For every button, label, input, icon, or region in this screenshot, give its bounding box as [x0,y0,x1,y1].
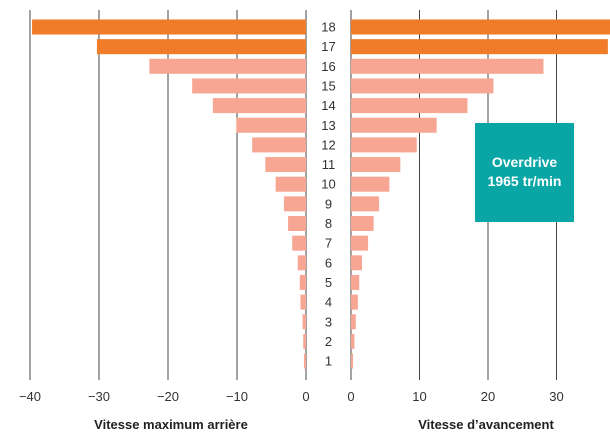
right-bar-gear-3 [351,314,356,330]
right-bar-gear-2 [351,333,355,349]
right-bar-gear-6 [351,255,362,271]
right-tick-label: 0 [347,389,354,404]
gear-label-18: 18 [321,20,335,35]
gear-label-10: 10 [321,177,335,192]
right-bar-gear-18 [351,19,610,35]
gear-label-2: 2 [325,334,332,349]
left-bar-gear-1 [303,353,306,369]
right-tick-label: 20 [481,389,495,404]
right-bar-gear-4 [351,294,358,310]
gear-label-13: 13 [321,118,335,133]
gear-label-6: 6 [325,255,332,270]
gear-label-14: 14 [321,98,335,113]
right-bar-gear-15 [351,78,494,94]
gear-label-1: 1 [325,354,332,369]
right-bar-gear-17 [351,39,608,55]
right-bar-gear-5 [351,274,360,290]
left-bar-gear-11 [265,157,306,173]
overdrive-line-1: Overdrive [492,154,558,170]
left-bar-gear-5 [299,274,306,290]
right-bar-gear-11 [351,157,401,173]
left-bar-gear-2 [303,333,306,349]
left-tick-label: 0 [302,389,309,404]
right-bar-gear-16 [351,58,544,74]
right-bar-gear-12 [351,137,417,153]
left-bar-gear-4 [300,294,306,310]
overdrive-line-2: 1965 tr/min [488,173,562,189]
gear-label-11: 11 [322,157,336,172]
right-bar-gear-13 [351,117,437,133]
left-bar-gear-18 [32,19,306,35]
gear-label-9: 9 [325,196,332,211]
left-bar-gear-3 [302,314,306,330]
bars [32,19,610,369]
right-axis-title: Vitesse d’avancement [418,417,554,432]
overdrive-box [475,123,574,222]
left-tick-label: −10 [226,389,248,404]
left-axis-title: Vitesse maximum arrière [94,417,248,432]
right-tick-label: 10 [412,389,426,404]
gear-label-3: 3 [325,314,332,329]
gear-label-4: 4 [325,295,332,310]
left-tick-label: −40 [19,389,41,404]
right-tick-label: 30 [549,389,563,404]
gear-label-7: 7 [325,236,332,251]
right-bar-gear-7 [351,235,369,251]
left-bar-gear-17 [96,39,307,55]
left-bar-gear-7 [292,235,306,251]
left-bar-gear-14 [212,98,306,114]
gear-label-5: 5 [325,275,332,290]
left-bar-gear-9 [283,196,306,212]
right-bar-gear-8 [351,216,374,231]
left-tick-label: −30 [88,389,110,404]
tick-labels: −40 −30 −20 −10 0 0 10 20 30 [19,389,564,404]
left-bar-gear-16 [149,58,306,74]
gear-label-12: 12 [321,137,335,152]
left-bar-gear-10 [275,176,306,192]
left-bar-gear-8 [288,216,306,231]
gear-label-16: 16 [321,59,335,74]
left-tick-label: −20 [157,389,179,404]
left-bar-gear-15 [192,78,306,94]
gear-label-15: 15 [321,78,335,93]
left-bar-gear-6 [297,255,306,271]
right-bar-gear-1 [351,353,354,369]
right-bar-gear-14 [351,98,468,114]
left-bar-gear-12 [252,137,306,153]
right-bar-gear-9 [351,196,380,212]
gear-label-8: 8 [325,216,332,231]
right-bar-gear-10 [351,176,390,192]
gear-label-17: 17 [321,39,335,54]
left-bar-gear-13 [236,117,306,133]
overdrive-annotation: Overdrive 1965 tr/min [475,123,574,222]
